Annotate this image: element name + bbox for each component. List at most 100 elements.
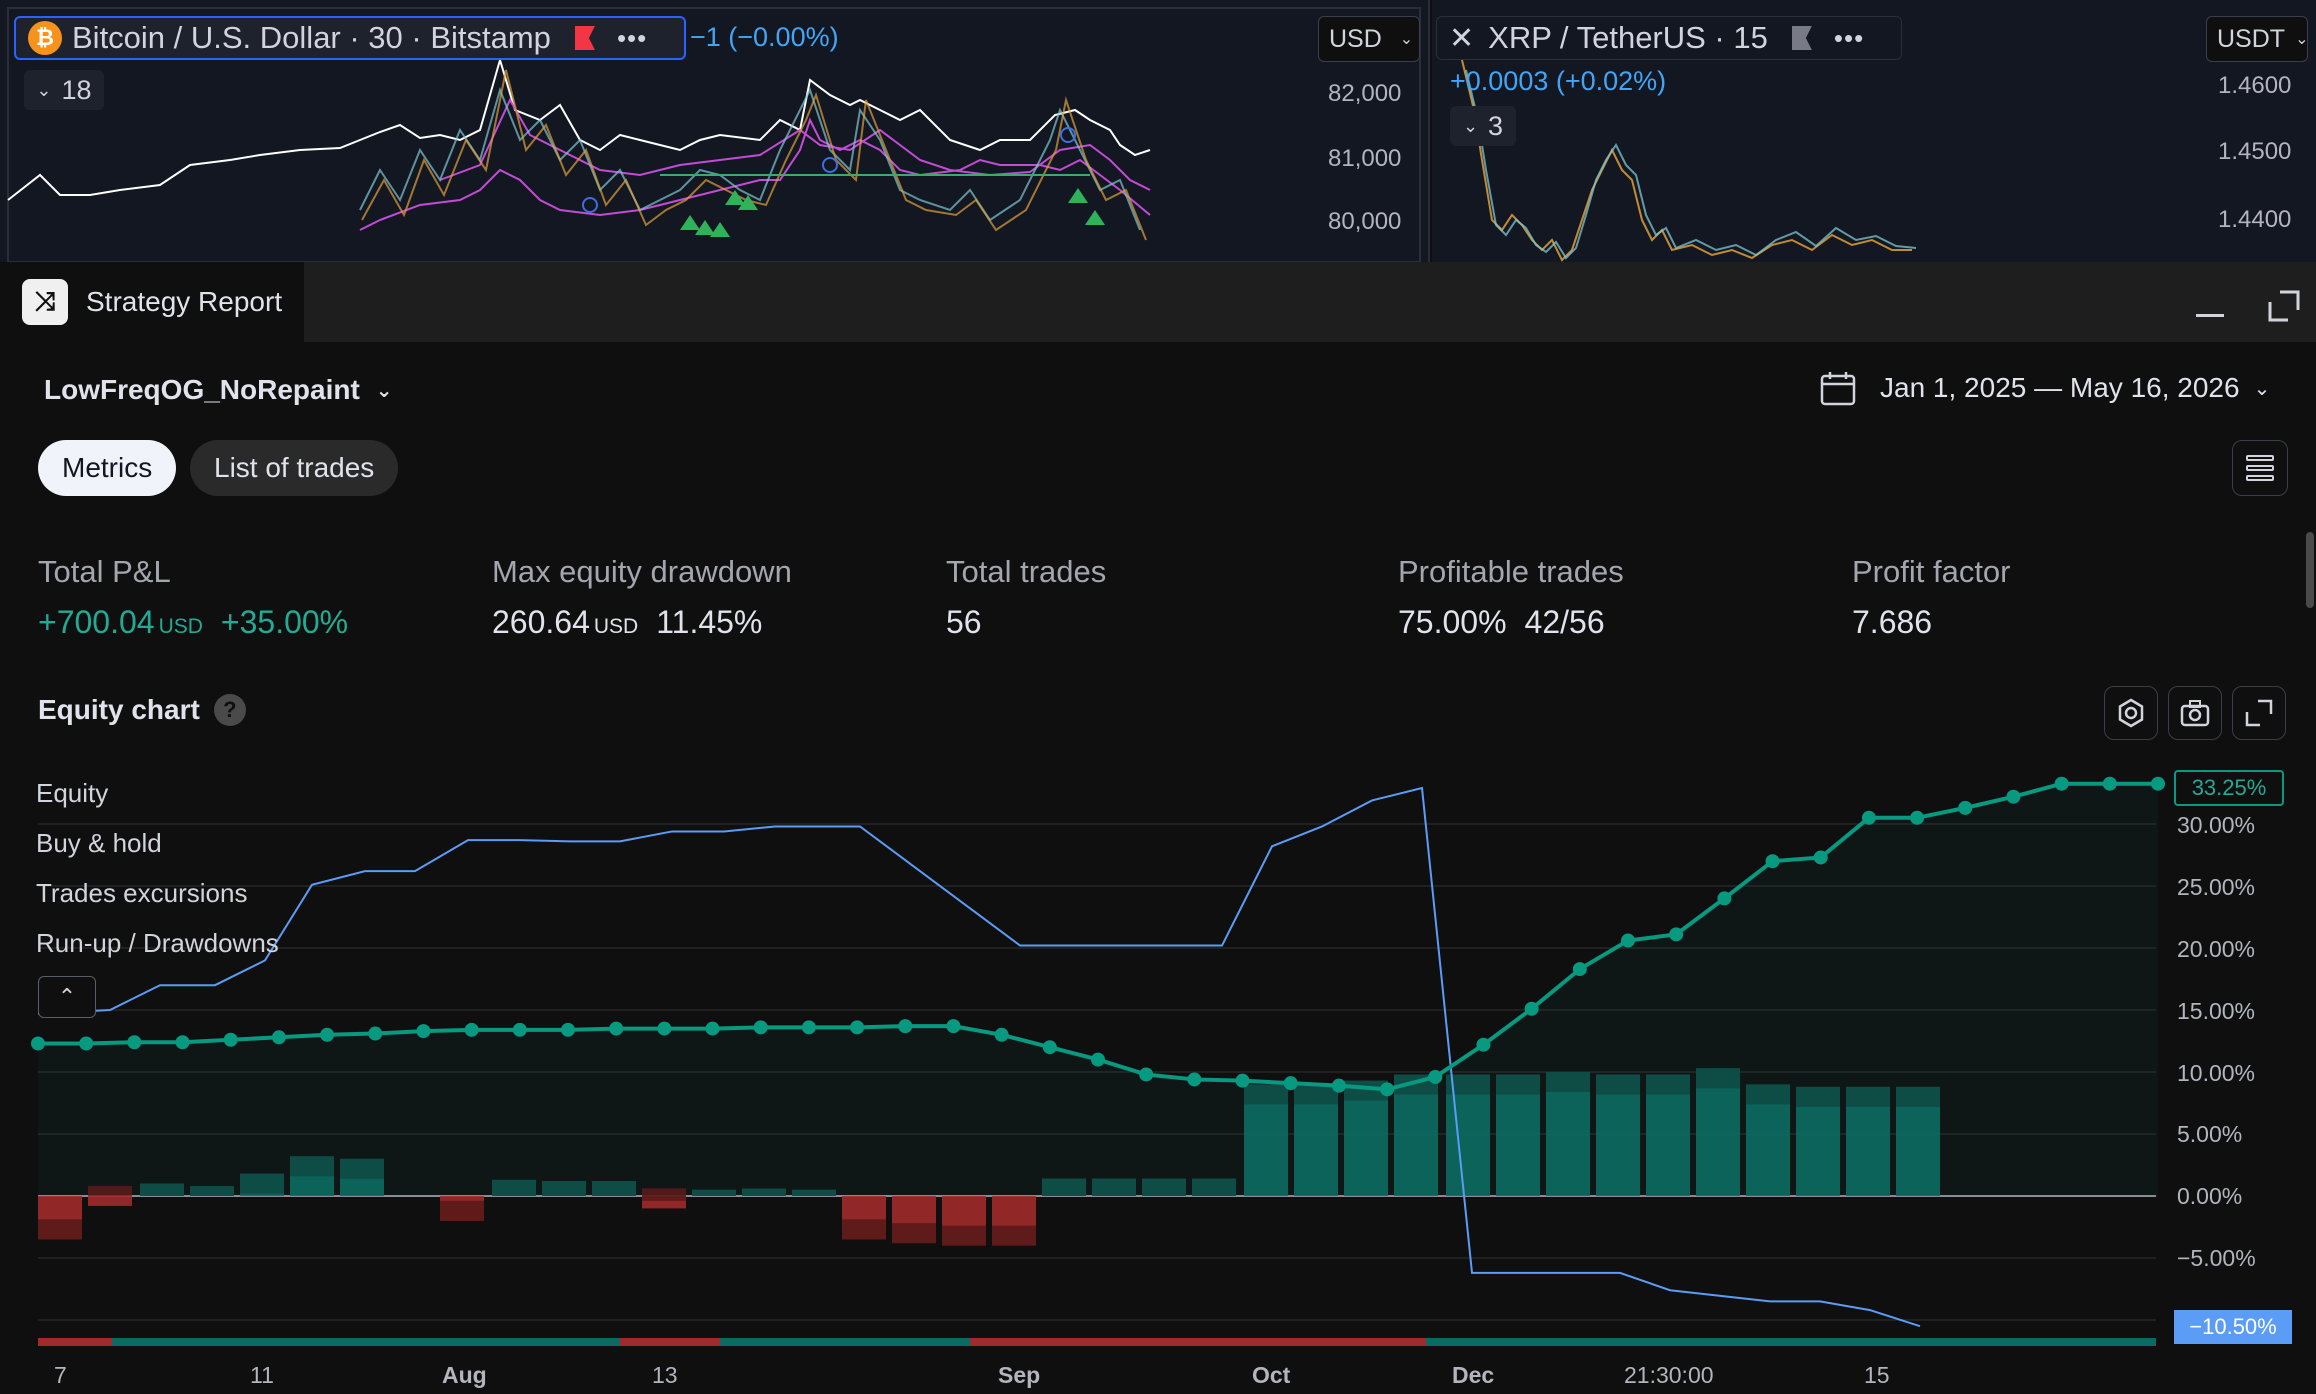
strategy-report-panel: ⤨ Strategy Report LowFreqOG_NoRepaint ⌄ … [6,262,2316,1394]
equity-point [1717,891,1732,906]
tab-list-of-trades-label: List of trades [214,452,375,483]
legend-buy-hold[interactable]: Buy & hold [36,828,162,858]
strategy-name: LowFreqOG_NoRepaint [44,374,360,405]
max-dd-unit: USD [593,615,639,638]
y-tick-0: 0.00% [2177,1183,2243,1209]
x-tick-aug: Aug [442,1362,487,1388]
btc-currency-select[interactable]: USD ⌄ [1318,16,1420,62]
x-tick-7: 7 [54,1362,67,1388]
profitable-trades-label: Profitable trades [1398,554,1624,589]
xrp-price-3: 1.4400 [2218,206,2292,233]
equity-point [1813,850,1828,865]
equity-point [2151,776,2165,791]
x-tick-dec: Dec [1452,1362,1495,1388]
bar-excursion [1546,1072,1590,1092]
bar-excursion [1192,1178,1236,1196]
x-tick-time: 21:30:00 [1624,1362,1714,1388]
btc-price-chart[interactable] [0,0,1428,262]
bar-excursion [340,1158,384,1179]
more-icon[interactable]: ••• [1833,22,1865,53]
tab-metrics[interactable]: Metrics [38,440,177,496]
total-pnl-label: Total P&L [38,554,171,589]
gear-icon [2118,698,2144,728]
equity-value-badge: 33.25% [2174,770,2284,806]
equity-point [464,1022,479,1037]
equity-point [1380,1082,1395,1097]
equity-point [1235,1073,1250,1088]
equity-point [609,1021,624,1036]
chevron-down-icon: ⌄ [36,79,52,100]
bar-excursion [1042,1178,1086,1196]
equity-point [2102,776,2117,791]
profitable-ratio: 42/56 [1524,604,1605,640]
equity-chart-title: Equity chart ? [38,694,246,726]
flag-icon[interactable] [1791,26,1812,50]
flag-icon[interactable] [574,26,595,50]
legend-equity[interactable]: Equity [36,778,109,808]
snapshot-button[interactable] [2168,686,2222,740]
max-dd-pct: 11.45% [656,604,763,640]
y-tick-25: 25.00% [2177,874,2256,900]
xrp-symbol-pill[interactable]: ✕ XRP / TetherUS · 15 ••• [1436,16,1902,60]
legend-trades-excursions[interactable]: Trades excursions [36,878,248,908]
fullscreen-button[interactable] [2232,686,2286,740]
bar-excursion [742,1188,786,1196]
bar-excursion [942,1225,986,1246]
y-tick-10: 10.00% [2177,1060,2256,1086]
maximize-icon[interactable] [2266,288,2302,324]
x-tick-13: 13 [652,1362,678,1388]
runup-drawdown-bars [38,1068,1940,1246]
xrp-collapse-button[interactable]: ⌄ 3 [1450,106,1516,146]
help-icon[interactable]: ? [213,694,246,726]
y-tick-15: 15.00% [2177,998,2256,1024]
bar-excursion [88,1185,132,1196]
legend-collapse-button[interactable]: ⌃ [38,976,96,1018]
tab-metrics-label: Metrics [62,452,153,483]
total-pnl-unit: USD [158,615,203,638]
scrollbar-thumb[interactable] [2306,532,2314,608]
camera-icon [2180,700,2210,727]
bar-excursion [1496,1074,1540,1095]
equity-point [1621,933,1635,948]
minimize-icon[interactable] [2196,314,2224,317]
xrp-price-chart[interactable] [1432,0,2316,262]
equity-point [368,1026,383,1041]
report-tab[interactable]: ⤨ Strategy Report [6,262,304,342]
xrp-currency-select[interactable]: USDT ⌄ [2206,16,2308,62]
equity-point [416,1024,431,1039]
x-tick-sep: Sep [998,1362,1041,1388]
equity-point [1958,800,1973,815]
close-icon[interactable]: ✕ [1449,21,1475,55]
bar-excursion [140,1183,184,1196]
xrp-currency-label: USDT [2217,24,2286,53]
bar-excursion [1446,1074,1490,1095]
btc-symbol-pill[interactable]: ₿ Bitcoin / U.S. Dollar · 30 · Bitstamp … [14,16,686,60]
strategy-selector[interactable]: LowFreqOG_NoRepaint ⌄ [44,374,393,406]
equity-point [994,1027,1009,1042]
btc-chart-pane[interactable]: ₿ Bitcoin / U.S. Dollar · 30 · Bitstamp … [0,0,1430,262]
total-pnl-pct: +35.00% [220,604,349,640]
xrp-chart-pane[interactable]: ✕ XRP / TetherUS · 15 ••• +0.0003 (+0.02… [1432,0,2316,262]
equity-point [31,1036,45,1051]
strategy-icon: ⤨ [22,279,68,325]
bar-excursion [190,1186,234,1196]
btc-collapse-button[interactable]: ⌄ 18 [24,70,104,110]
bar-excursion [792,1189,836,1196]
chart-settings-button[interactable] [2104,686,2158,740]
expand-icon [2245,699,2273,727]
tab-list-of-trades[interactable]: List of trades [190,440,399,496]
total-trades-label: Total trades [946,554,1107,589]
bar-excursion [1244,1084,1288,1105]
bar [1646,1074,1690,1196]
more-icon[interactable]: ••• [616,22,648,53]
legend-runup-drawdowns[interactable]: Run-up / Drawdowns [36,928,279,958]
list-view-button[interactable] [2232,440,2288,496]
btc-change: −1 (−0.00%) [690,22,839,52]
bar-excursion [1746,1084,1790,1105]
date-range-selector[interactable]: Jan 1, 2025 — May 16, 2026 ⌄ [1820,370,2270,406]
equity-point [657,1021,672,1036]
btc-price-82000: 82,000 [1328,80,1402,107]
max-dd-label: Max equity drawdown [492,554,792,589]
xrp-change: +0.0003 (+0.02%) [1450,66,1667,96]
